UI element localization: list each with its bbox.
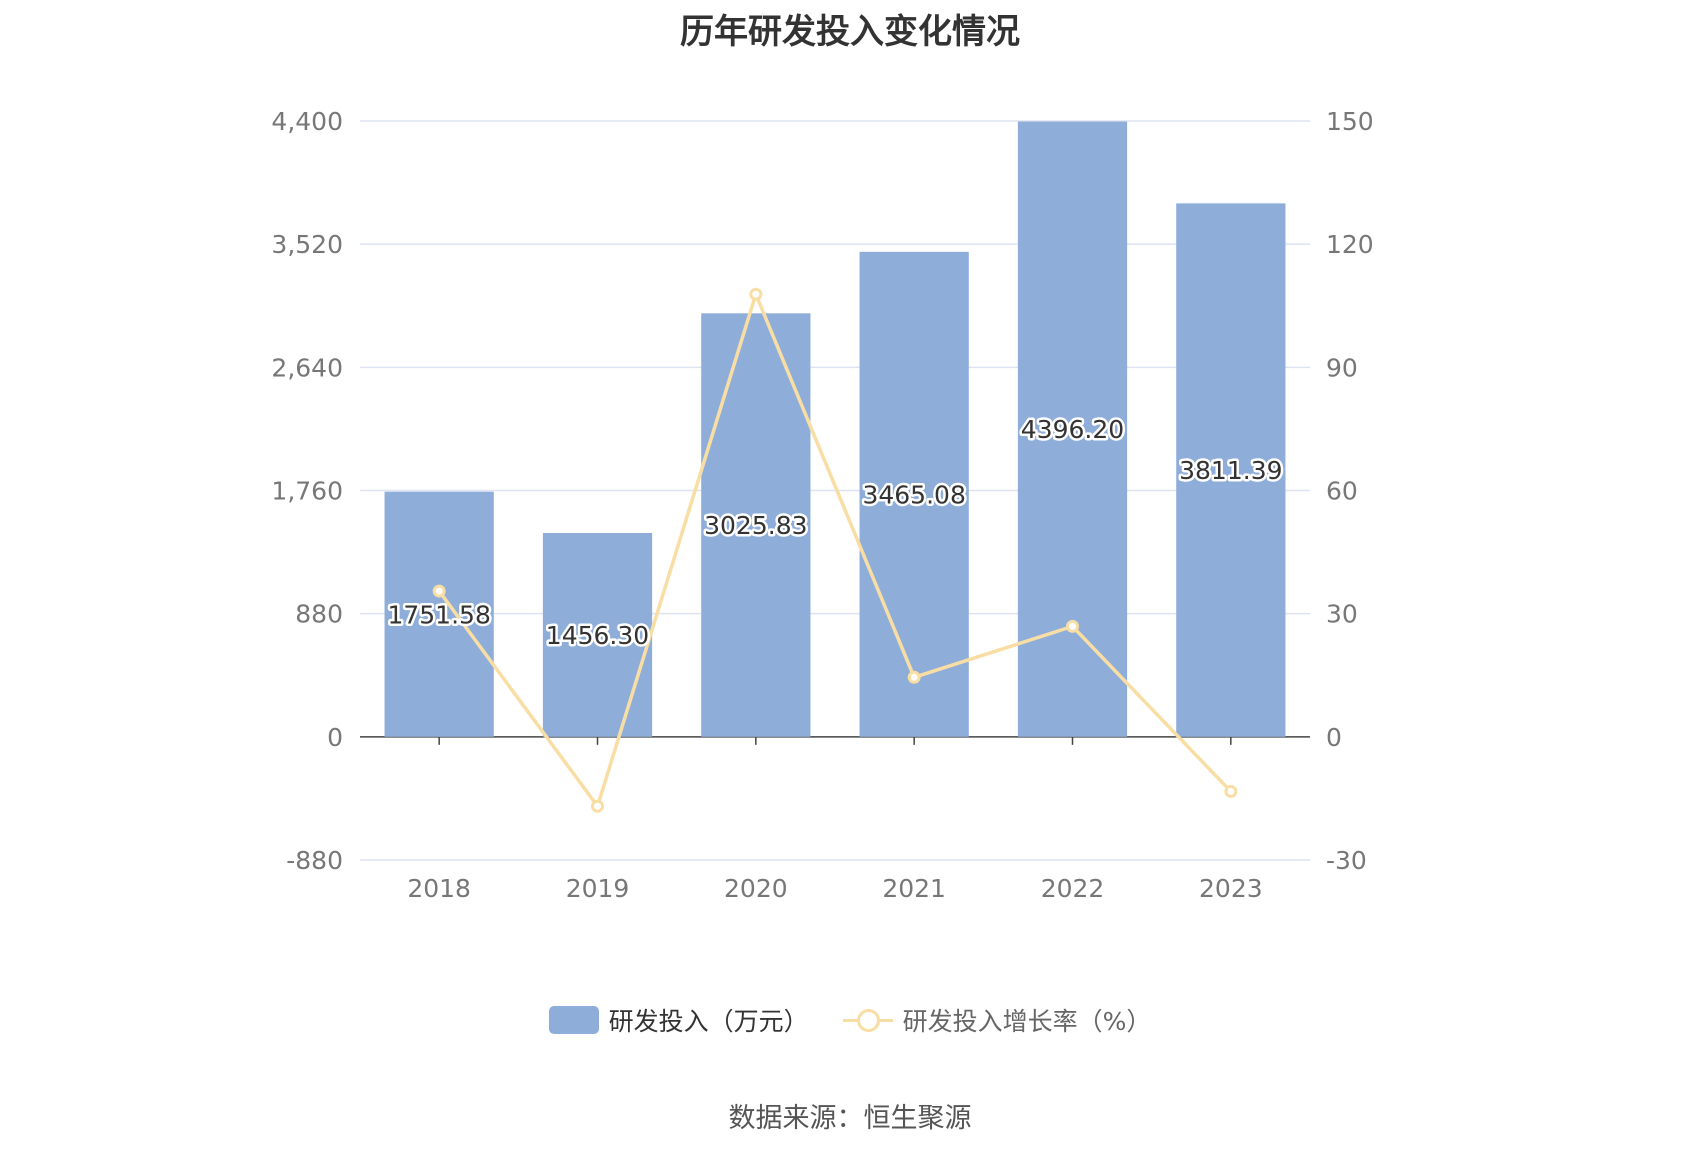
y-right-tick-label: 0: [1326, 723, 1342, 752]
x-tick-label-2021: 2021: [882, 874, 946, 903]
growth-point-2020: [749, 287, 763, 301]
y-left-tick-label: -880: [286, 846, 343, 875]
y-left-tick-label: 1,760: [271, 477, 343, 506]
growth-rate-line: [437, 292, 1233, 808]
bar-value-label-2018: 1751.58: [387, 600, 490, 629]
growth-point-2018: [432, 584, 446, 598]
growth-point-2022: [1066, 619, 1079, 633]
legend: 研发投入（万元） 研发投入增长率（%）: [0, 1002, 1700, 1038]
y-right-tick-label: -30: [1326, 846, 1367, 875]
x-tick-label-2022: 2022: [1041, 874, 1105, 903]
bar-value-label-2022: 4396.20: [1021, 415, 1124, 444]
y-left-tick-label: 4,400: [271, 107, 343, 136]
y-right-tick-label: 30: [1326, 600, 1358, 629]
axis-layer: -880 -30 0 0 880 30 1,760 60 2,640 90 3,520 120 4,40…: [271, 107, 1373, 903]
bar-value-label-2020: 3025.83: [704, 511, 807, 540]
y-right-tick-label: 60: [1326, 477, 1358, 506]
growth-point-2023: [1224, 784, 1238, 798]
y-right-tick-label: 150: [1326, 107, 1374, 136]
bar-value-label-2019: 1456.30: [546, 621, 649, 650]
y-left-tick-label: 3,520: [271, 230, 343, 259]
growth-point-2021: [907, 670, 921, 684]
legend-item-rd-investment[interactable]: 研发投入（万元）: [548, 1002, 809, 1038]
y-right-tick-label: 120: [1326, 230, 1374, 259]
x-tick-label-2019: 2019: [566, 874, 630, 903]
y-left-tick-label: 2,640: [271, 353, 343, 382]
legend-label-rd-growth-rate: 研发投入增长率（%）: [902, 1007, 1152, 1036]
legend-line-swatch-icon: [842, 1006, 893, 1034]
bar-2019: [542, 533, 653, 737]
data-label-layer: 1751.58 1456.30 3025.83 3465.08 4396.20 3811.…: [385, 413, 1285, 653]
grid-layer: [360, 120, 1310, 861]
source-note: 数据来源：恒生聚源: [728, 1103, 972, 1134]
y-left-tick-label: 0: [327, 723, 343, 752]
legend-label-rd-investment: 研发投入（万元）: [608, 1007, 809, 1036]
bar-2018: [384, 491, 494, 737]
x-tick-label-2023: 2023: [1199, 874, 1263, 903]
bar-2022: [1017, 121, 1128, 737]
bar-2023: [1176, 203, 1286, 737]
y-left-tick-label: 880: [295, 600, 343, 629]
chart-title: 历年研发投入变化情况: [680, 12, 1020, 52]
growth-point-2019: [591, 799, 604, 813]
bar-value-label-2021: 3465.08: [862, 480, 965, 509]
x-tick-label-2020: 2020: [724, 874, 788, 903]
y-right-tick-label: 90: [1326, 353, 1358, 382]
x-tick-label-2018: 2018: [407, 874, 471, 903]
bar-2021: [859, 251, 969, 737]
bar-layer: [384, 121, 1286, 737]
bar-value-label-2023: 3811.39: [1179, 456, 1282, 485]
legend-item-rd-growth-rate[interactable]: 研发投入增长率（%）: [842, 1002, 1152, 1038]
legend-bar-swatch-icon: [548, 1006, 599, 1034]
line-layer: [432, 287, 1238, 813]
